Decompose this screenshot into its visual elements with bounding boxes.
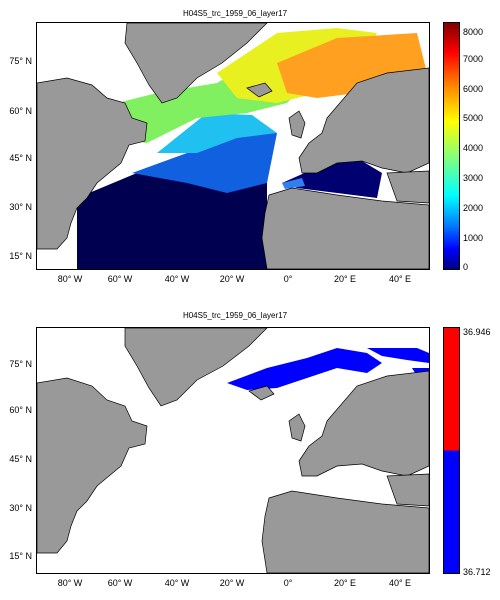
colorbar-top-tick-0: 0 [463,262,469,272]
colorbar-top-tick-6000: 6000 [463,84,484,94]
lon-tick-0: 0° [283,274,293,284]
lon-tick-40w-b: 40° W [164,578,190,588]
colorbar-top-tick-3000: 3000 [463,173,484,183]
lon-tick-20w: 20° W [219,274,245,284]
map-panel-top: H04S5_trc_1959_06_layer17 [0,0,500,295]
light-tracer-region [157,113,277,153]
map-canvas-bottom [37,328,429,573]
lon-tick-20e: 20° E [333,274,357,284]
lat-tick-60: 60° N [9,106,32,116]
lon-tick-80w: 80° W [57,274,83,284]
lat-tick-30-b: 30° N [9,503,32,513]
colorbar-top-tick-1000: 1000 [463,233,484,243]
europe-land [298,67,429,174]
british-isles-land [288,110,306,139]
colorbar-bottom [443,327,460,574]
lon-tick-40e: 40° E [388,274,412,284]
lat-tick-45: 45° N [9,153,32,163]
colorbar-top-tick-8000: 8000 [463,27,484,37]
colorbar-top-tick-5000: 5000 [463,113,484,123]
lon-tick-60w: 60° W [107,274,133,284]
map-frame-top [36,22,430,270]
lat-tick-15: 15° N [9,251,32,261]
lat-tick-75-b: 75° N [9,359,32,369]
lon-tick-40w: 40° W [164,274,190,284]
colorbar-top-tick-4000: 4000 [463,143,484,153]
lat-tick-75: 75° N [9,56,32,66]
lon-tick-60w-b: 60° W [107,578,133,588]
mid-tracer-region [132,123,277,193]
colorbar-bottom-tick-min: 36.712 [463,567,491,577]
lat-tick-45-b: 45° N [9,454,32,464]
map-title-top: H04S5_trc_1959_06_layer17 [182,9,288,18]
africa-land [261,187,429,269]
middle-east-land [386,170,429,204]
colorbar-top [443,22,460,270]
greenland-land [124,23,268,104]
greenland-land-b [124,328,268,407]
europe-land-b [298,370,429,477]
map-canvas-top [37,23,429,269]
map-frame-bottom [36,327,430,574]
lat-tick-15-b: 15° N [9,551,32,561]
mediterranean-tracer [282,158,382,198]
blue-tracer-band [227,348,382,390]
africa-land-b [261,490,429,573]
middle-east-land-b [386,473,429,507]
iceland-land-b [248,385,275,401]
lon-tick-0-b: 0° [283,578,293,588]
mediterranean-west [282,178,305,189]
map-panel-bottom: H04S5_trc_1959_06_layer17 75° N 60° N 45… [0,300,500,600]
deep-ocean-field [77,173,267,269]
colorbar-top-tick-7000: 7000 [463,54,484,64]
lon-tick-40e-b: 40° E [388,578,412,588]
blue-tracer-band-east [367,348,429,363]
map-title-bottom: H04S5_trc_1959_06_layer17 [182,311,288,320]
lat-tick-60-b: 60° N [9,405,32,415]
north-america-land [37,77,148,250]
colorbar-bottom-tick-max: 36.946 [463,327,491,337]
british-isles-land-b [288,413,306,442]
lon-tick-20e-b: 20° E [333,578,357,588]
lat-tick-30: 30° N [9,202,32,212]
north-america-land-b [37,377,148,554]
iceland-land [246,82,273,98]
lon-tick-20w-b: 20° W [219,578,245,588]
colorbar-top-tick-2000: 2000 [463,203,484,213]
lon-tick-80w-b: 80° W [57,578,83,588]
